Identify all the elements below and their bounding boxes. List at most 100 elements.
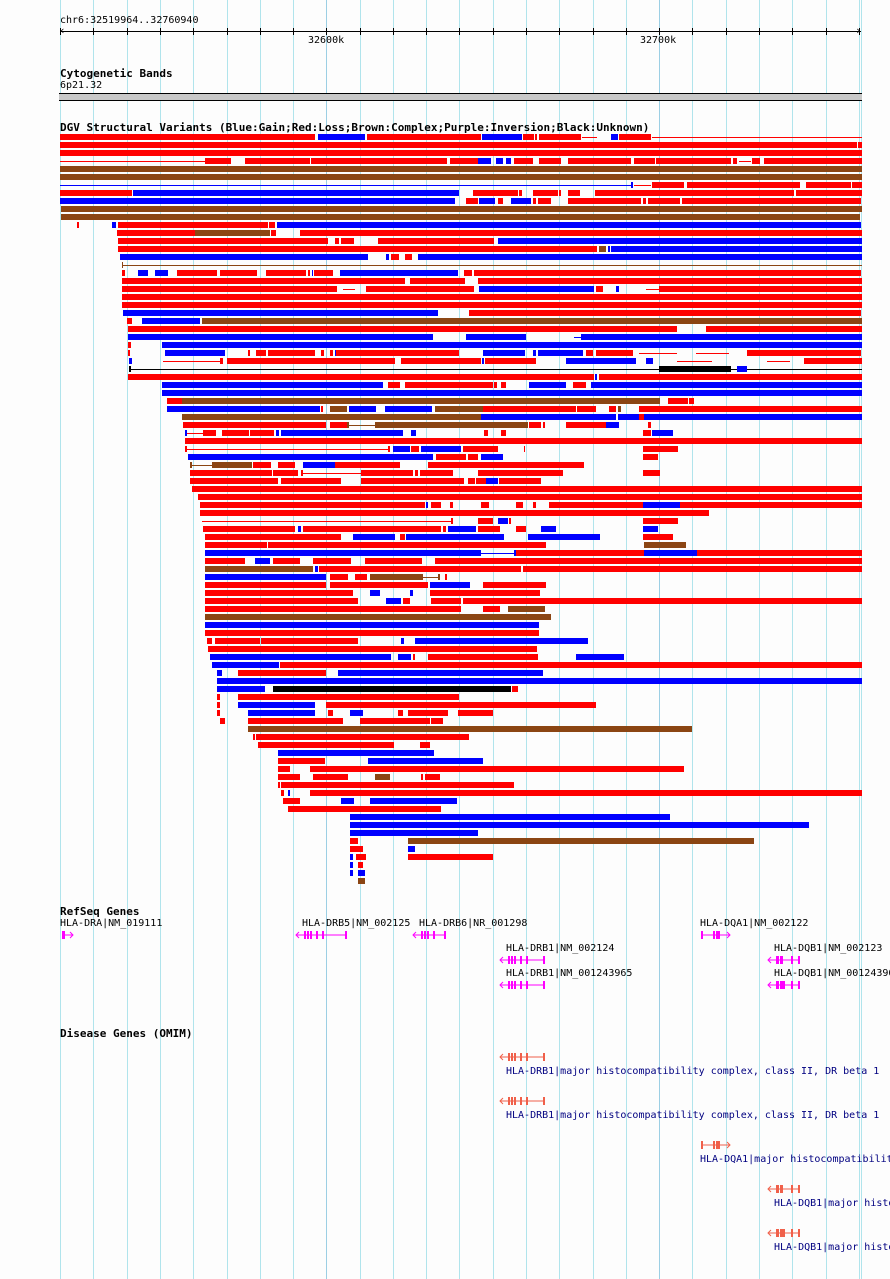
dgv-variant[interactable] [217, 686, 265, 692]
dgv-variant[interactable] [202, 318, 862, 324]
dgv-variant[interactable] [644, 542, 686, 548]
dgv-variant[interactable] [321, 350, 324, 356]
dgv-variant[interactable] [463, 598, 862, 604]
dgv-variant[interactable] [250, 430, 274, 436]
dgv-variant[interactable] [643, 454, 658, 460]
dgv-variant[interactable] [631, 182, 633, 188]
dgv-variant[interactable] [659, 286, 862, 292]
dgv-variant[interactable] [689, 398, 694, 404]
dgv-variant[interactable] [128, 326, 677, 332]
dgv-variant[interactable] [190, 462, 192, 468]
dgv-variant[interactable] [278, 774, 300, 780]
dgv-variant[interactable] [533, 198, 536, 204]
dgv-variant[interactable] [533, 502, 536, 508]
dgv-variant[interactable] [330, 574, 348, 580]
dgv-variant[interactable] [310, 766, 684, 772]
dgv-variant[interactable] [375, 774, 390, 780]
dgv-variant[interactable] [255, 558, 270, 564]
dgv-variant[interactable] [696, 353, 729, 354]
dgv-variant[interactable] [408, 854, 493, 860]
dgv-variant[interactable] [128, 350, 130, 356]
dgv-variant[interactable] [120, 254, 368, 260]
dgv-variant[interactable] [733, 158, 737, 164]
dgv-variant[interactable] [128, 374, 594, 380]
dgv-variant[interactable] [273, 558, 300, 564]
dgv-variant[interactable] [539, 158, 561, 164]
dgv-variant[interactable] [210, 654, 391, 660]
dgv-variant[interactable] [335, 238, 339, 244]
dgv-variant[interactable] [498, 198, 503, 204]
dgv-variant[interactable] [350, 854, 353, 860]
dgv-variant[interactable] [308, 270, 310, 276]
dgv-variant[interactable] [646, 566, 862, 572]
dgv-variant[interactable] [737, 366, 747, 372]
gene-label[interactable]: HLA-DQA1|NM_002122 [700, 918, 809, 929]
dgv-variant[interactable] [185, 438, 862, 444]
dgv-variant[interactable] [413, 654, 415, 660]
dgv-variant[interactable] [596, 350, 633, 356]
omim-glyph-minus-strand-icon[interactable] [767, 1228, 803, 1238]
dgv-variant[interactable] [253, 462, 271, 468]
dgv-variant[interactable] [127, 318, 132, 324]
dgv-variant[interactable] [643, 518, 678, 524]
dgv-variant[interactable] [706, 326, 862, 332]
dgv-variant[interactable] [538, 198, 551, 204]
dgv-variant[interactable] [430, 582, 470, 588]
dgv-variant[interactable] [405, 254, 412, 260]
dgv-variant[interactable] [608, 246, 610, 252]
dgv-variant[interactable] [205, 558, 245, 564]
dgv-variant[interactable] [319, 566, 521, 572]
dgv-variant[interactable] [485, 358, 536, 364]
refseq-track-title[interactable]: RefSeq Genes [60, 905, 140, 918]
dgv-variant[interactable] [644, 550, 697, 556]
dgv-variant[interactable] [138, 270, 148, 276]
dgv-variant[interactable] [273, 470, 298, 476]
dgv-variant[interactable] [796, 190, 862, 196]
dgv-variant[interactable] [652, 430, 673, 436]
dgv-variant[interactable] [481, 502, 489, 508]
dgv-variant[interactable] [217, 694, 220, 700]
dgv-variant[interactable] [573, 382, 586, 388]
dgv-variant[interactable] [330, 582, 428, 588]
dgv-variant[interactable] [253, 734, 255, 740]
dgv-variant[interactable] [388, 382, 400, 388]
dgv-variant[interactable] [349, 425, 375, 426]
dgv-variant[interactable] [335, 462, 400, 468]
dgv-variant[interactable] [220, 358, 223, 364]
dgv-variant[interactable] [195, 230, 270, 236]
dgv-variant[interactable] [643, 534, 673, 540]
dgv-variant[interactable] [599, 246, 606, 252]
dgv-variant[interactable] [280, 662, 862, 668]
dgv-variant[interactable] [458, 710, 493, 716]
dgv-variant[interactable] [314, 270, 333, 276]
dgv-variant[interactable] [539, 134, 581, 140]
dgv-variant[interactable] [298, 526, 301, 532]
dgv-variant[interactable] [350, 822, 809, 828]
dgv-variant[interactable] [358, 862, 363, 868]
dgv-variant[interactable] [318, 134, 365, 140]
dgv-variant[interactable] [162, 382, 383, 388]
gene-glyph-minus-strand-icon[interactable] [412, 930, 448, 940]
dgv-variant[interactable] [533, 190, 558, 196]
dgv-variant[interactable] [538, 350, 583, 356]
dgv-variant[interactable] [217, 702, 220, 708]
dgv-variant[interactable] [330, 406, 347, 412]
dgv-variant[interactable] [361, 470, 413, 476]
dgv-variant[interactable] [408, 846, 415, 852]
dgv-variant[interactable] [311, 158, 447, 164]
dgv-variant[interactable] [358, 870, 365, 876]
dgv-variant[interactable] [464, 270, 472, 276]
dgv-variant[interactable] [431, 718, 443, 724]
omim-track-title[interactable]: Disease Genes (OMIM) [60, 1027, 193, 1040]
gene-glyph-minus-strand-icon[interactable] [767, 955, 803, 965]
gene-label[interactable]: HLA-DRB6|NR_001298 [419, 918, 528, 929]
gene-label[interactable]: HLA-DQB1|NM_001243961 [774, 968, 890, 979]
dgv-variant[interactable] [203, 521, 451, 522]
dgv-variant[interactable] [420, 742, 430, 748]
dgv-variant[interactable] [205, 614, 551, 620]
dgv-variant[interactable] [122, 294, 862, 300]
dgv-variant[interactable] [61, 214, 860, 220]
dgv-variant[interactable] [479, 286, 594, 292]
dgv-variant[interactable] [192, 465, 231, 466]
dgv-variant[interactable] [393, 446, 410, 452]
